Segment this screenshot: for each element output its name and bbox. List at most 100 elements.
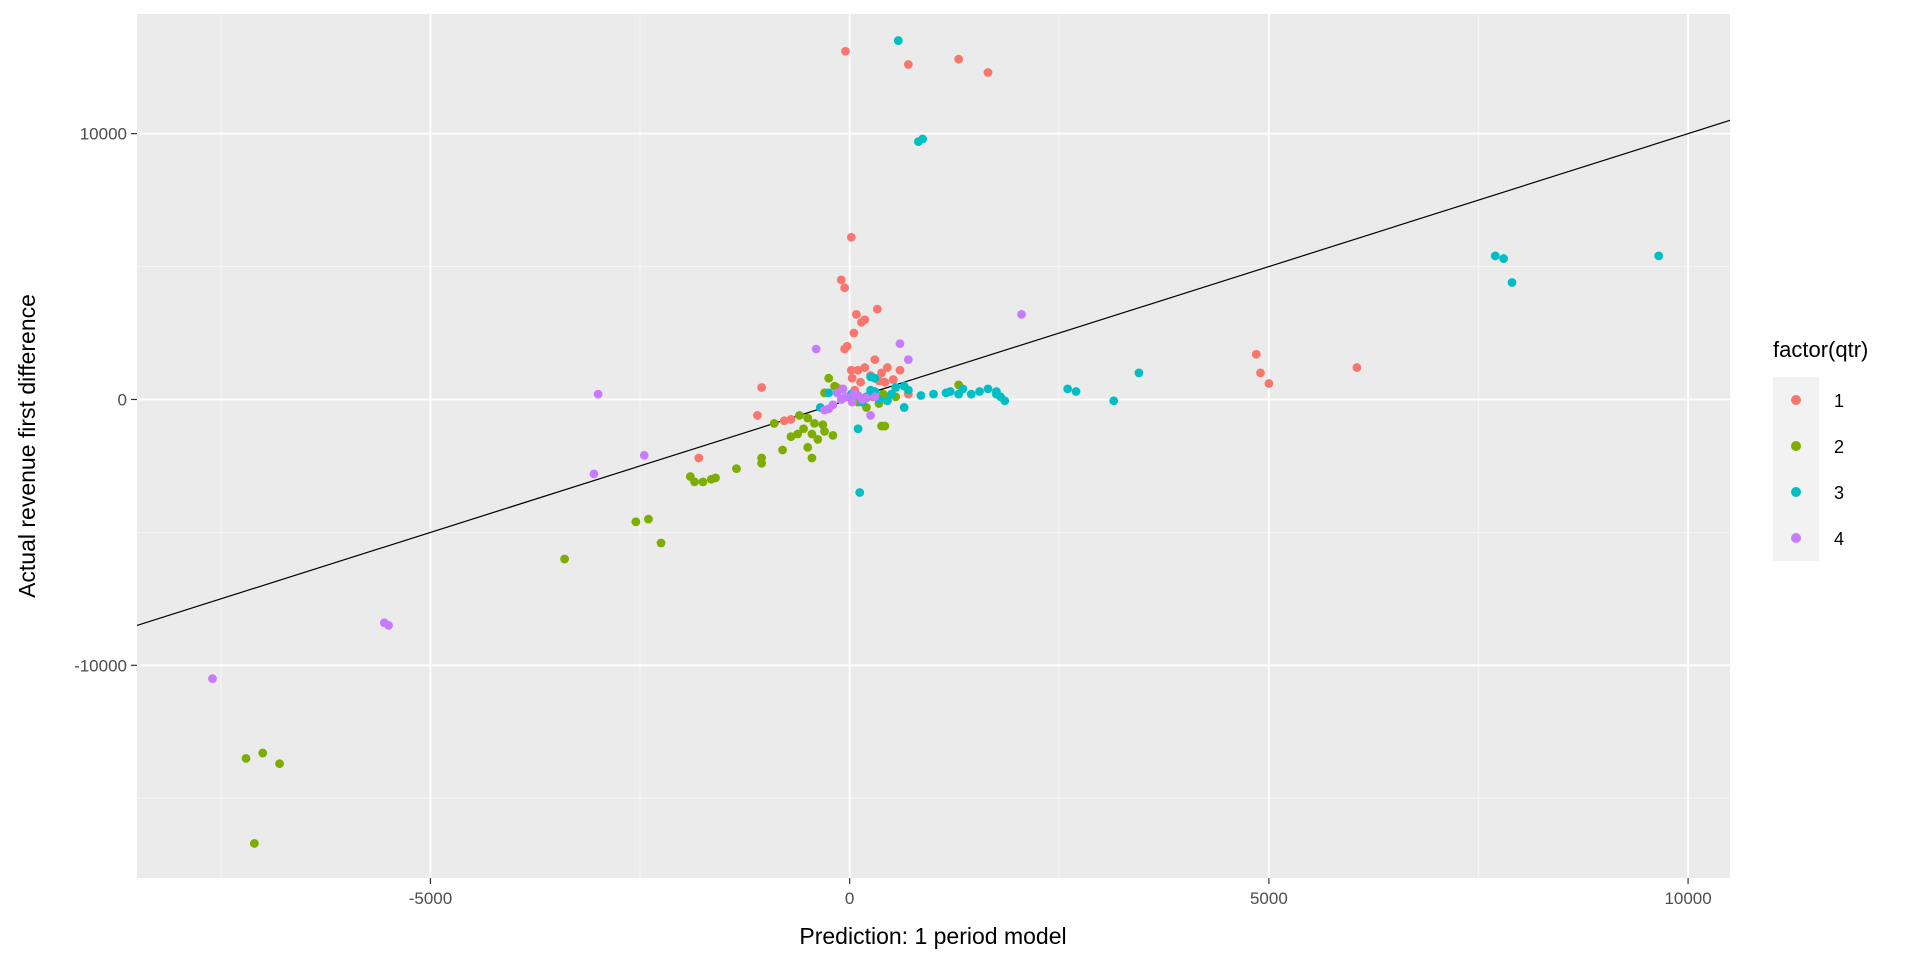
data-point-qtr-2 xyxy=(818,420,828,430)
legend: factor(qtr) 1 2 3 4 xyxy=(1773,337,1868,561)
data-point-qtr-2 xyxy=(830,381,839,391)
data-point-qtr-4 xyxy=(384,621,393,630)
data-point-qtr-4 xyxy=(811,344,821,354)
data-point-qtr-3 xyxy=(824,388,834,398)
data-point-qtr-1 xyxy=(836,275,846,285)
data-point-qtr-1 xyxy=(853,365,863,375)
y-axis-ticks: -10000 0 10000 xyxy=(74,125,137,675)
data-point-qtr-3 xyxy=(1507,278,1517,287)
data-point-qtr-1 xyxy=(880,377,890,387)
y-axis-title: Actual revenue first difference xyxy=(14,294,40,598)
legend-label-qtr-1: 1 xyxy=(1834,391,1844,411)
data-point-qtr-2 xyxy=(778,445,787,455)
legend-key-qtr-4 xyxy=(1791,533,1801,543)
data-point-qtr-4 xyxy=(208,674,217,684)
data-point-qtr-2 xyxy=(880,421,890,431)
data-point-qtr-3 xyxy=(954,389,964,399)
data-point-qtr-1 xyxy=(1256,368,1265,378)
data-point-qtr-3 xyxy=(1134,368,1144,378)
data-point-qtr-1 xyxy=(786,415,796,424)
data-point-qtr-3 xyxy=(882,396,892,406)
data-point-qtr-1 xyxy=(846,365,856,375)
data-point-qtr-3 xyxy=(918,134,928,144)
data-point-qtr-2 xyxy=(706,474,716,484)
x-tick-label: 5000 xyxy=(1250,889,1288,908)
data-point-qtr-2 xyxy=(698,477,708,487)
data-point-qtr-1 xyxy=(757,383,767,392)
data-point-qtr-1 xyxy=(872,304,882,314)
legend-label-qtr-2: 2 xyxy=(1834,437,1844,457)
data-point-qtr-3 xyxy=(1109,396,1119,406)
data-point-qtr-3 xyxy=(1654,251,1664,261)
legend-key-qtr-2 xyxy=(1791,441,1801,451)
data-point-qtr-2 xyxy=(732,464,741,473)
y-tick-label: 10000 xyxy=(80,125,127,144)
data-point-qtr-2 xyxy=(794,411,804,420)
data-point-qtr-1 xyxy=(895,365,905,375)
data-point-qtr-2 xyxy=(769,419,779,428)
data-point-qtr-3 xyxy=(1000,396,1010,406)
data-point-qtr-3 xyxy=(891,383,901,392)
data-point-qtr-1 xyxy=(849,328,859,338)
major-gridlines xyxy=(137,14,1730,878)
data-point-qtr-1 xyxy=(856,377,865,387)
data-point-qtr-1 xyxy=(870,355,880,364)
data-point-qtr-1 xyxy=(860,363,870,372)
data-point-qtr-1 xyxy=(851,310,861,319)
data-point-qtr-1 xyxy=(847,373,857,383)
data-point-qtr-4 xyxy=(1017,310,1026,319)
legend-label-qtr-4: 4 xyxy=(1834,529,1844,549)
data-point-qtr-3 xyxy=(975,387,985,396)
data-point-qtr-3 xyxy=(929,389,938,399)
data-point-qtr-1 xyxy=(840,283,850,293)
data-point-qtr-1 xyxy=(983,68,993,77)
data-point-qtr-3 xyxy=(870,373,880,383)
data-point-qtr-3 xyxy=(899,381,909,391)
x-axis-ticks: -5000 0 5000 10000 xyxy=(409,878,1712,908)
data-point-qtr-1 xyxy=(1352,363,1362,372)
data-point-qtr-2 xyxy=(685,472,695,481)
reference-line-path xyxy=(136,119,1731,627)
data-point-qtr-4 xyxy=(847,397,857,407)
data-point-qtr-3 xyxy=(855,488,865,497)
data-point-qtr-4 xyxy=(903,355,913,364)
data-point-qtr-1 xyxy=(856,317,866,327)
data-point-qtr-2 xyxy=(820,426,829,436)
legend-key-background xyxy=(1773,377,1819,561)
y-tick-label: 0 xyxy=(118,390,127,409)
data-point-qtr-3 xyxy=(916,391,926,400)
data-point-qtr-3 xyxy=(1063,384,1073,394)
legend-label-qtr-3: 3 xyxy=(1834,483,1844,503)
data-point-qtr-2 xyxy=(258,748,268,758)
reference-line xyxy=(136,119,1731,627)
data-point-qtr-3 xyxy=(945,387,955,396)
x-tick-label: 0 xyxy=(845,889,854,908)
data-point-qtr-1 xyxy=(954,54,964,64)
data-point-qtr-3 xyxy=(893,36,903,45)
data-point-qtr-1 xyxy=(1264,379,1274,388)
data-point-qtr-1 xyxy=(694,453,704,463)
data-point-qtr-2 xyxy=(241,753,251,763)
data-point-qtr-3 xyxy=(887,389,896,399)
data-point-qtr-4 xyxy=(838,384,848,394)
data-point-qtr-4 xyxy=(820,405,829,415)
data-point-qtr-4 xyxy=(828,400,838,410)
data-point-qtr-2 xyxy=(828,430,838,440)
data-point-qtr-2 xyxy=(807,453,817,463)
data-point-qtr-4 xyxy=(866,411,876,420)
data-point-qtr-2 xyxy=(810,419,819,428)
data-point-qtr-3 xyxy=(899,403,909,412)
data-point-qtr-3 xyxy=(983,384,993,394)
data-point-qtr-1 xyxy=(882,363,892,372)
data-point-qtr-2 xyxy=(656,538,666,548)
data-point-qtr-3 xyxy=(1499,254,1509,263)
data-point-qtr-2 xyxy=(786,432,796,442)
data-point-qtr-2 xyxy=(793,429,803,439)
data-point-qtr-1 xyxy=(840,344,850,354)
data-point-qtr-4 xyxy=(862,393,871,403)
data-point-qtr-2 xyxy=(757,458,767,468)
data-point-qtr-1 xyxy=(779,416,789,426)
minor-gridlines xyxy=(137,14,1730,878)
data-point-qtr-2 xyxy=(813,434,823,444)
